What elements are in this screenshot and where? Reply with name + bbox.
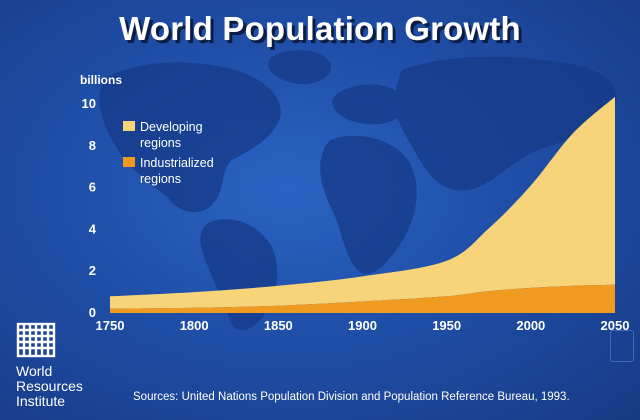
area-industrialized-regions [110, 284, 615, 313]
y-tick-label: 4 [89, 221, 97, 236]
source-note: Sources: United Nations Population Divis… [133, 391, 570, 403]
org-name-line3: Institute [16, 393, 66, 409]
y-axis-label: billions [80, 73, 122, 87]
y-tick-label: 0 [89, 305, 96, 320]
x-tick-label: 2000 [516, 318, 545, 333]
x-tick-label: 1750 [96, 318, 125, 333]
y-tick-label: 2 [89, 263, 96, 278]
y-tick-label: 10 [82, 96, 96, 111]
y-tick-label: 6 [89, 180, 96, 195]
org-name-line1: World [16, 363, 53, 379]
slide-corner-mark [610, 330, 634, 362]
world-resources-institute-logo [16, 322, 56, 358]
org-name-line2: Resources [16, 378, 83, 394]
y-tick-label: 8 [89, 138, 96, 153]
legend-label-developing-line2: regions [140, 136, 181, 150]
x-tick-label: 1850 [264, 318, 293, 333]
chart-title: World Population Growth [119, 10, 521, 47]
area-developing-regions [110, 96, 615, 309]
x-tick-label: 1800 [180, 318, 209, 333]
legend-swatch-industrialized [123, 157, 135, 167]
organization-name: World Resources Institute [16, 364, 83, 409]
legend-label-industrialized-line2: regions [140, 172, 181, 186]
x-tick-label: 1950 [432, 318, 461, 333]
legend-swatch-developing [123, 121, 135, 131]
x-tick-label: 2050 [601, 318, 630, 333]
legend-label-industrialized-line1: Industrialized [140, 156, 214, 170]
legend-label-developing-line1: Developing [140, 120, 203, 134]
x-tick-label: 1900 [348, 318, 377, 333]
